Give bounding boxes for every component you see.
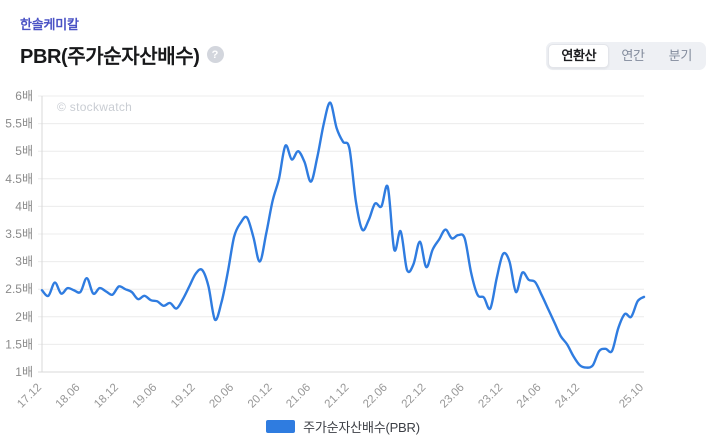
pbr-chart-svg[interactable]: 1배 1.5배 2배 2.5배 3배 3.5배 4배 4.5배 5배 5.5배 6배 17.12 18.… <box>0 80 712 420</box>
period-segmented-control: 연환산 연간 분기 <box>546 42 706 70</box>
svg-text:3배: 3배 <box>15 255 33 269</box>
svg-text:18.12: 18.12 <box>92 382 121 411</box>
legend-label: 주가순자산배수(PBR) <box>303 419 420 435</box>
chart-area: 1배 1.5배 2배 2.5배 3배 3.5배 4배 4.5배 5배 5.5배 6배 17.12 18.… <box>0 80 712 420</box>
svg-text:21.06: 21.06 <box>284 382 313 411</box>
svg-text:23.06: 23.06 <box>438 382 467 411</box>
svg-text:19.06: 19.06 <box>131 382 160 411</box>
svg-text:21.12: 21.12 <box>323 382 352 411</box>
svg-text:© stockwatch: © stockwatch <box>57 100 132 114</box>
tab-yearly[interactable]: 연간 <box>609 44 656 68</box>
svg-text:18.06: 18.06 <box>54 382 83 411</box>
tab-quarterly[interactable]: 분기 <box>657 44 704 68</box>
ticker-name[interactable]: 한솔케미칼 <box>20 17 79 32</box>
svg-text:1.5배: 1.5배 <box>5 337 33 351</box>
svg-text:1배: 1배 <box>15 365 33 379</box>
svg-text:5.5배: 5.5배 <box>5 117 33 131</box>
tab-annualized[interactable]: 연환산 <box>548 44 610 68</box>
svg-text:3.5배: 3.5배 <box>5 227 33 241</box>
svg-text:24.06: 24.06 <box>515 382 544 411</box>
svg-text:2.5배: 2.5배 <box>5 282 33 296</box>
svg-text:22.12: 22.12 <box>400 382 429 411</box>
svg-text:6배: 6배 <box>15 89 33 103</box>
svg-text:17.12: 17.12 <box>15 382 44 411</box>
svg-text:25.10: 25.10 <box>617 382 646 411</box>
svg-text:2배: 2배 <box>15 310 33 324</box>
svg-text:5배: 5배 <box>15 144 33 158</box>
svg-text:19.12: 19.12 <box>169 382 198 411</box>
svg-text:24.12: 24.12 <box>553 382 582 411</box>
svg-text:4.5배: 4.5배 <box>5 172 33 186</box>
svg-text:20.12: 20.12 <box>246 382 275 411</box>
page-title: PBR(주가순자산배수) <box>20 46 200 68</box>
help-icon[interactable]: ? <box>206 46 224 63</box>
chart-legend[interactable]: 주가순자산배수(PBR) <box>0 416 686 436</box>
svg-text:23.12: 23.12 <box>476 382 505 411</box>
legend-swatch <box>266 419 296 433</box>
svg-text:20.06: 20.06 <box>207 382 236 411</box>
svg-text:22.06: 22.06 <box>361 382 390 411</box>
svg-text:4배: 4배 <box>15 199 33 213</box>
chart-header: 한솔케미칼 PBR(주가순자산배수) ? <box>20 14 224 69</box>
